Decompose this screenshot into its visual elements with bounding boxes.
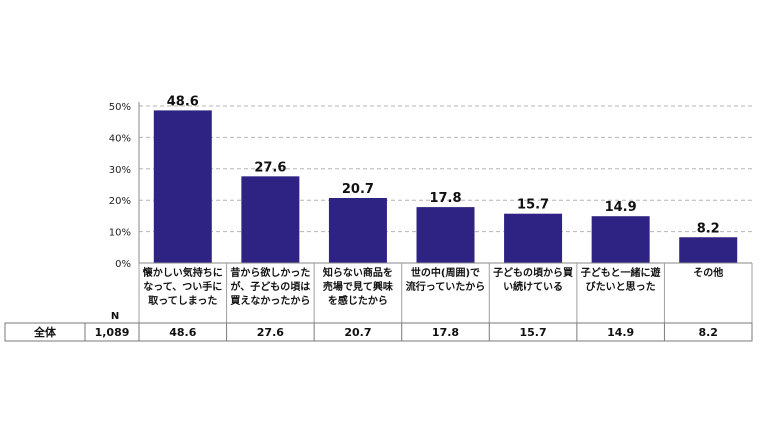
y-tick-label: 40% [109, 133, 131, 144]
y-tick-label: 20% [109, 196, 131, 207]
data-label: 20.7 [342, 182, 374, 197]
y-tick-label: 30% [109, 165, 131, 176]
y-tick-label: 0% [115, 259, 131, 270]
category-label: 懐かしい気持ちに [143, 266, 223, 279]
category-label: なって、つい手に [143, 280, 222, 293]
bar [416, 207, 475, 263]
data-label: 15.7 [517, 198, 549, 213]
bar [591, 216, 650, 263]
y-tick-label: 50% [109, 102, 131, 113]
category-label: びたいと思った [586, 280, 656, 293]
table-row-label: 全体 [33, 325, 57, 339]
table-cell-value: 20.7 [344, 326, 371, 339]
category-label: その他 [693, 266, 723, 279]
bar [504, 213, 563, 263]
data-label: 8.2 [697, 221, 720, 236]
category-label: が、子どもの頃は [230, 280, 310, 293]
table-cell-value: 27.6 [257, 326, 284, 339]
table-cell-value: 48.6 [169, 326, 196, 339]
category-label: 子どもと一緒に遊 [581, 266, 661, 279]
n-header: N [111, 311, 119, 322]
category-label: 取ってしまった [148, 295, 217, 307]
category-label: を感じたから [328, 294, 388, 307]
table-cell-value: 17.8 [432, 326, 459, 339]
y-tick-label: 10% [109, 228, 131, 239]
category-label: 流行っていたから [406, 280, 486, 293]
category-label: い続けている [503, 280, 563, 293]
category-label: 買えなかったから [230, 295, 310, 307]
bar [153, 110, 212, 264]
data-label: 27.6 [254, 160, 286, 175]
table-n-value: 1,089 [95, 326, 130, 339]
category-label: 知らない商品を [322, 266, 393, 279]
table-row-border [4, 322, 753, 342]
bar [328, 198, 387, 263]
bar [241, 176, 300, 263]
data-label: 17.8 [429, 191, 461, 206]
data-label: 14.9 [605, 200, 637, 215]
data-label: 48.6 [167, 94, 199, 109]
category-label: 世の中(周囲)で [411, 266, 480, 279]
category-label: 昔から欲しかった [230, 266, 310, 279]
bar [679, 237, 738, 263]
category-label: 子どもの頃から買 [493, 266, 573, 279]
table-cell-value: 15.7 [520, 326, 547, 339]
table-cell-value: 8.2 [698, 326, 718, 339]
table-cell-value: 14.9 [607, 326, 634, 339]
category-label: 売場で見て興味 [323, 280, 393, 293]
